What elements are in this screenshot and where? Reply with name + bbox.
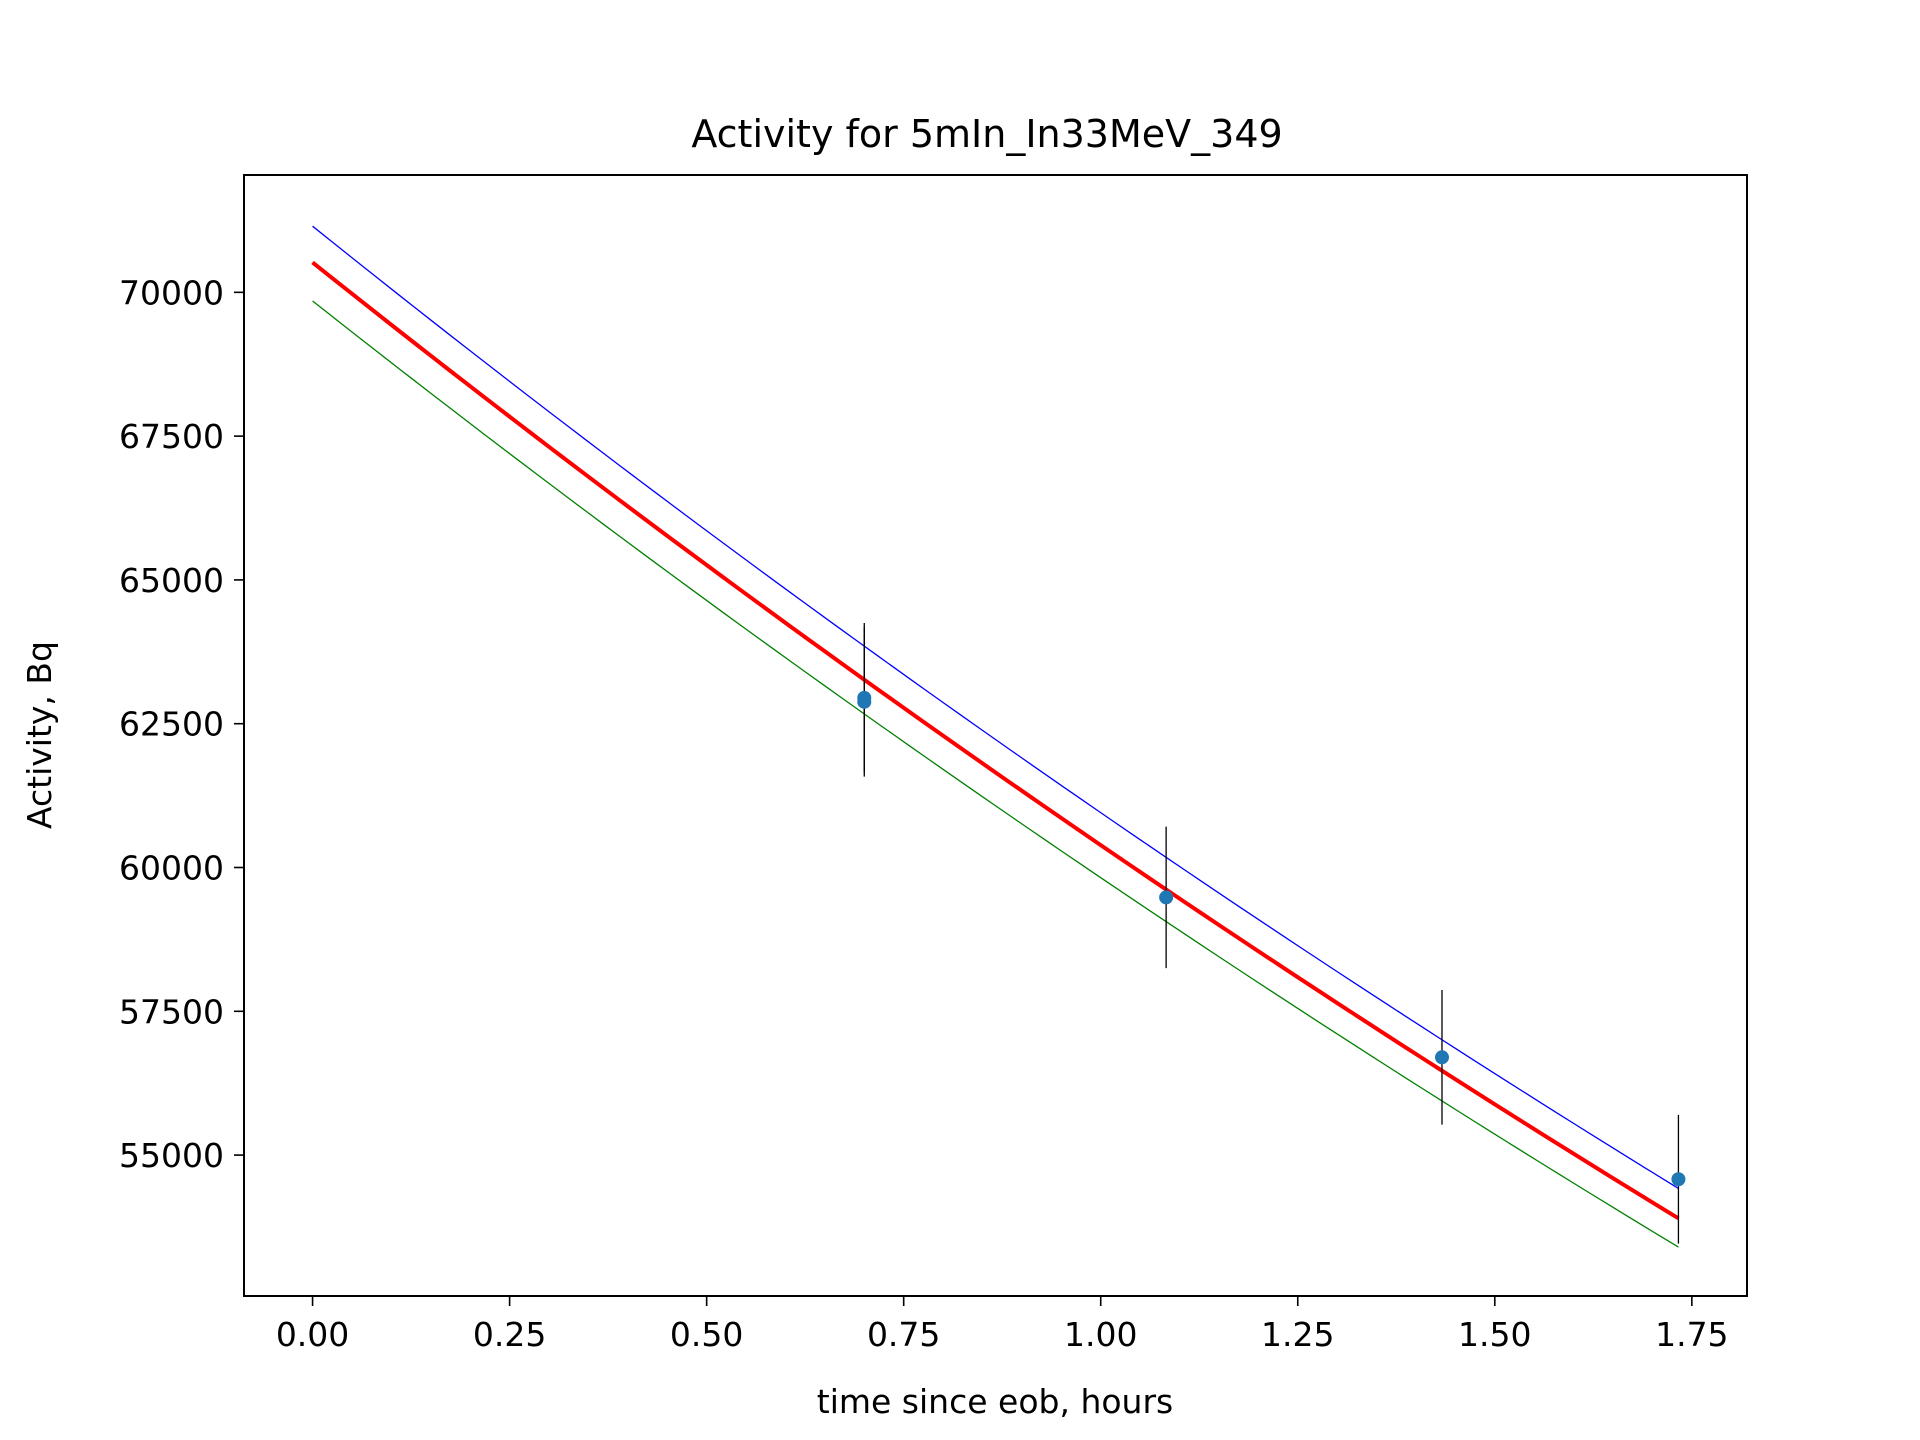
x-tick-label: 1.75 [1655,1315,1728,1354]
series-line-2 [312,225,1679,1189]
chart-title: Activity for 5mIn_In33MeV_349 [691,112,1282,156]
x-tick-label: 1.25 [1261,1315,1334,1354]
y-tick-label: 70000 [119,273,224,312]
y-tick-label: 67500 [119,417,224,456]
x-tick-label: 0.50 [670,1315,743,1354]
data-point-5 [1671,1172,1686,1187]
point-layer [857,690,1686,1187]
series-line-1 [311,260,1680,1221]
data-point-2 [857,694,872,709]
x-axis-label: time since eob, hours [817,1382,1173,1421]
y-tick-label: 60000 [119,849,224,888]
plot-area [243,174,1748,1297]
x-tick-label: 1.00 [1064,1315,1137,1354]
axes-frame [243,174,1748,1297]
series-line-3 [312,300,1679,1248]
y-tick-label: 62500 [119,705,224,744]
x-tick-label: 0.75 [867,1315,940,1354]
y-axis-label: Activity, Bq [20,641,59,829]
series-layer [311,225,1680,1248]
y-tick-label: 55000 [119,1136,224,1175]
data-point-4 [1434,1050,1449,1065]
x-tick-label: 1.50 [1458,1315,1531,1354]
axes-background [244,175,1747,1296]
y-tick-label: 65000 [119,561,224,600]
data-point-3 [1159,890,1174,905]
x-tick-label: 0.25 [473,1315,546,1354]
x-tick-label: 0.00 [276,1315,349,1354]
y-tick-label: 57500 [119,992,224,1031]
y-axis-ticks: 55000 57500 60000 62500 65000 67500 70000 [119,273,244,1175]
x-axis-ticks: 0.00 0.25 0.50 0.75 1.00 1.25 1.50 1.75 [276,1296,1729,1354]
